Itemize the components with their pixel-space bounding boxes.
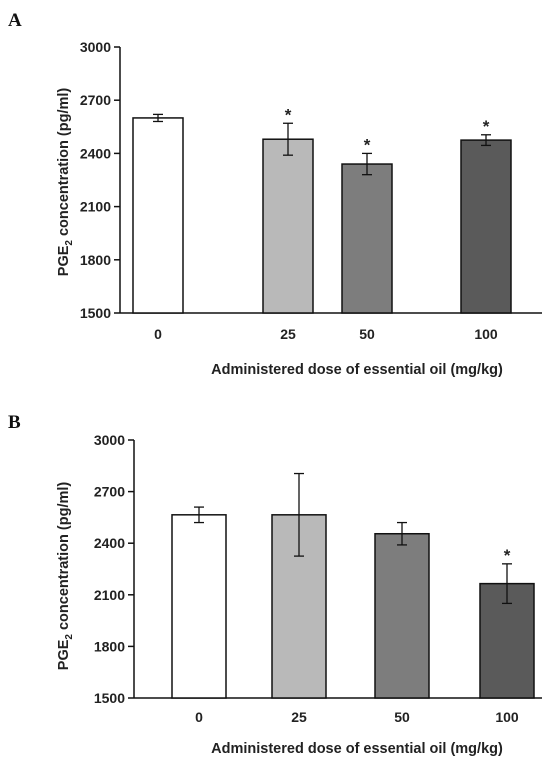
panel-b-y-axis-label: PGE2 concentration (pg/ml)	[56, 482, 75, 671]
panel-b: B PGE2 concentration (pg/ml) 15001800210…	[8, 412, 542, 757]
panel-b-ylabel-sub: 2	[64, 634, 75, 640]
panel-b-x-tick-label: 0	[195, 709, 203, 725]
panel-a-label: A	[8, 10, 22, 31]
panel-a-y-tick-label: 1500	[80, 305, 111, 321]
panel-a-y-axis-label: PGE2 concentration (pg/ml)	[56, 88, 75, 277]
panel-a-ylabel-rest: concentration (pg/ml)	[56, 88, 72, 240]
panel-b-significance-star: *	[504, 546, 511, 565]
panel-a-x-axis-label: Administered dose of essential oil (mg/k…	[211, 362, 503, 378]
panel-b-y-tick-label: 2100	[94, 587, 125, 603]
panel-b-label: B	[8, 412, 21, 433]
panel-b-y-tick-label: 2700	[94, 484, 125, 500]
panel-b-bar	[374, 532, 430, 699]
panel-a-significance-star: *	[285, 105, 292, 124]
panel-a: A PGE2 concentration (pg/ml) 15001800210…	[8, 10, 542, 378]
panel-a-y-tick-label: 1800	[80, 252, 111, 268]
panel-b-ylabel-main: PGE	[56, 639, 72, 670]
panel-a-bar	[460, 139, 512, 314]
panel-a-bar	[132, 117, 184, 314]
panel-b-y-tick-label: 3000	[94, 432, 125, 448]
panel-b-bar	[171, 514, 227, 699]
panel-a-y-tick-label: 2700	[80, 92, 111, 108]
panel-a-x-tick-label: 100	[474, 326, 498, 342]
panel-b-y-tick-label: 1500	[94, 690, 125, 706]
panel-b-y-tick-label: 1800	[94, 638, 125, 654]
panel-b-x-tick-label: 50	[394, 709, 410, 725]
panel-b-x-tick-label: 25	[291, 709, 307, 725]
panel-a-significance-star: *	[483, 117, 490, 136]
panel-b-plot-area: 1500 1800 2100 2400 2700 3000 0 25 50 * 100	[94, 432, 542, 725]
panel-a-ylabel-main: PGE	[56, 245, 72, 276]
panel-a-bar	[262, 138, 314, 314]
panel-a-y-tick-label: 2400	[80, 145, 111, 161]
panel-a-x-tick-label: 25	[280, 326, 296, 342]
panel-b-x-axis-label: Administered dose of essential oil (mg/k…	[211, 741, 503, 757]
panel-b-ylabel-rest: concentration (pg/ml)	[56, 482, 72, 634]
panel-b-y-tick-label: 2400	[94, 535, 125, 551]
panel-a-bar	[341, 163, 393, 314]
panel-a-significance-star: *	[364, 135, 371, 154]
panel-a-ylabel-sub: 2	[64, 240, 75, 246]
panel-a-x-tick-label: 50	[359, 326, 375, 342]
panel-a-x-tick-label: 0	[154, 326, 162, 342]
panel-a-y-tick-label: 2100	[80, 199, 111, 215]
panel-a-y-tick-label: 3000	[80, 39, 111, 55]
panel-a-plot-area: 1500 1800 2100 2400 2700 3000 0 * 25 * 50 * 100	[80, 39, 542, 342]
panel-b-x-tick-label: 100	[495, 709, 519, 725]
